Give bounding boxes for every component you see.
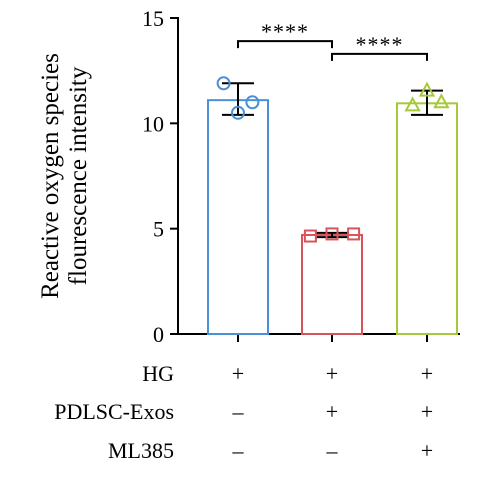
- bar: [207, 99, 269, 335]
- data-point: [325, 227, 339, 241]
- condition-value: +: [421, 399, 433, 424]
- y-tick-label: 10: [142, 111, 164, 136]
- condition-value: –: [232, 438, 245, 463]
- data-point: [245, 95, 260, 110]
- y-axis-title: Reactive oxygen species flourescence int…: [37, 53, 92, 299]
- condition-value: +: [326, 361, 338, 386]
- condition-label: HG: [142, 361, 174, 386]
- condition-value: +: [326, 399, 338, 424]
- condition-value: +: [421, 438, 433, 463]
- condition-label: PDLSC-Exos: [54, 399, 174, 424]
- error-bar: [316, 231, 348, 239]
- condition-label: ML385: [108, 438, 174, 463]
- condition-value: –: [232, 399, 245, 424]
- data-point: [418, 81, 436, 97]
- bar: [396, 102, 458, 335]
- significance-label: ****: [356, 32, 404, 57]
- bar: [301, 233, 363, 335]
- y-axis-title-line-1: Reactive oxygen species: [37, 53, 64, 299]
- y-tick-label: 0: [153, 322, 164, 347]
- y-tick-label: 15: [142, 6, 164, 31]
- significance-brackets: **** ****: [237, 19, 428, 61]
- data-point: [347, 227, 361, 241]
- data-point: [216, 76, 231, 91]
- significance-label: ****: [261, 19, 309, 44]
- condition-value: +: [232, 361, 244, 386]
- data-point: [433, 93, 450, 109]
- condition-table: HG + + + PDLSC-Exos – + + ML385 – – +: [54, 361, 433, 463]
- y-axis-title-line-2: flourescence intensity: [65, 66, 92, 285]
- condition-value: –: [326, 438, 339, 463]
- data-point: [404, 96, 421, 112]
- bars: [207, 76, 458, 335]
- condition-value: +: [421, 361, 433, 386]
- significance-bracket: [237, 40, 333, 49]
- data-point: [303, 229, 317, 243]
- error-bar: [222, 82, 254, 116]
- y-tick-label: 5: [153, 217, 164, 242]
- data-point: [231, 105, 245, 120]
- significance-bracket: [331, 52, 428, 61]
